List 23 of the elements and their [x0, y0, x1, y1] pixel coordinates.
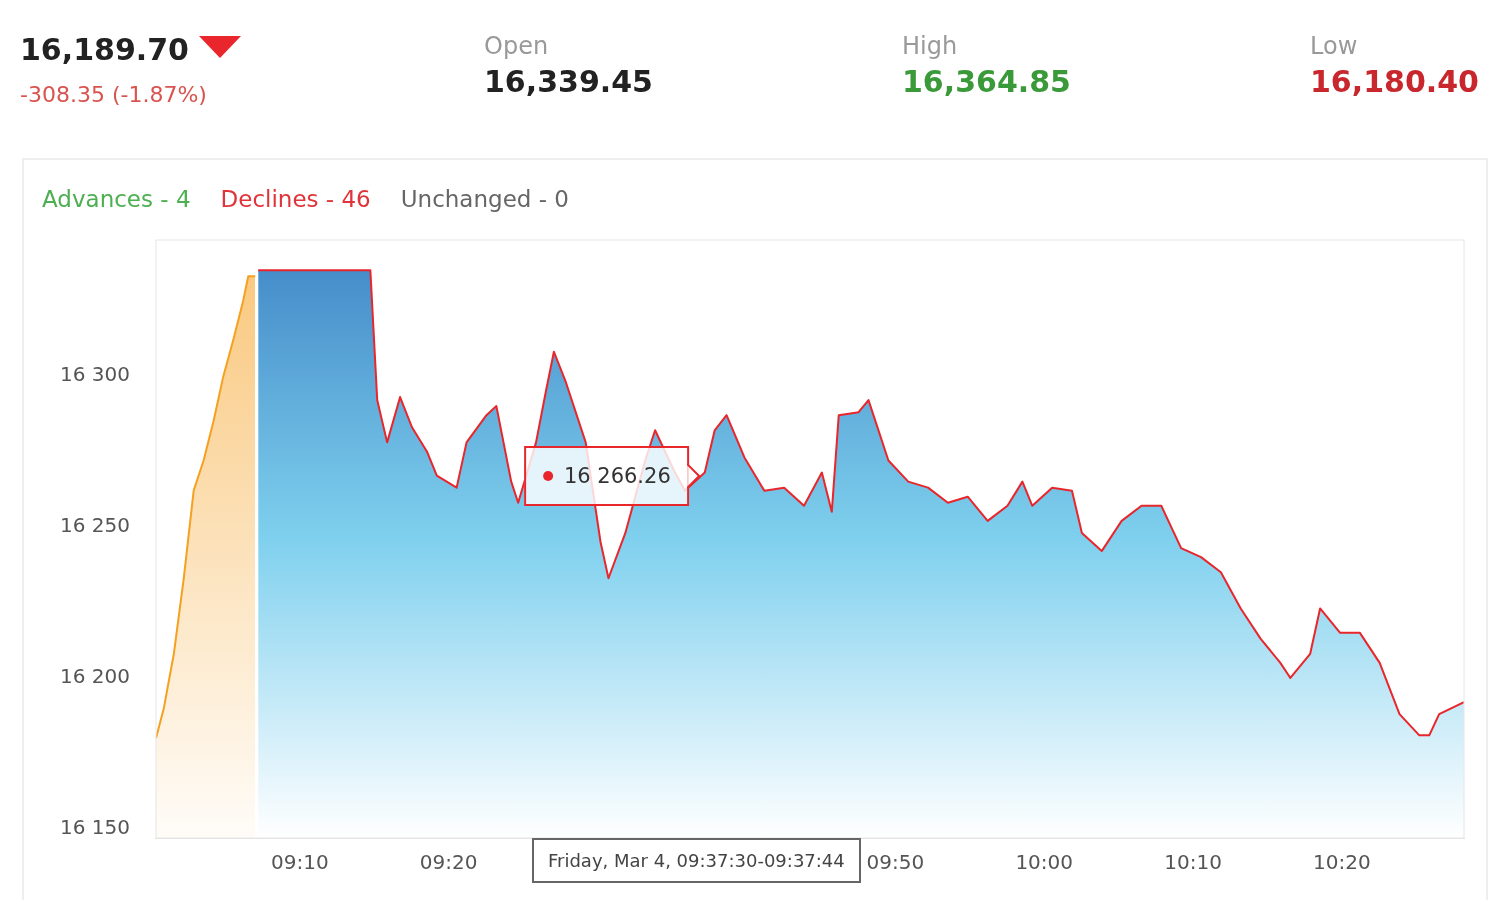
x-tick-label: 09:20 — [419, 850, 478, 875]
y-tick-label: 16 150 — [60, 815, 130, 840]
text: Open — [484, 32, 550, 60]
x-tick-label: 09:50 — [866, 850, 925, 875]
text: Declines - 46 — [220, 186, 371, 212]
text: 16,364.85 — [902, 64, 1071, 99]
text: Low — [1310, 32, 1359, 60]
y-tick-label: 16 200 — [60, 664, 130, 689]
text: Friday, Mar 4, 09:37:30-09:37:44 — [532, 838, 861, 883]
x-tick-label: 09:10 — [271, 850, 329, 875]
y-tick-label: 16 300 — [60, 362, 130, 387]
text: Advances - 4 — [42, 186, 191, 212]
x-tick-label: 10:00 — [1015, 850, 1074, 875]
chart-title: 16,189.70 — [20, 32, 189, 67]
x-tick-label: 10:10 — [1164, 850, 1222, 875]
x-tick-label: 10:20 — [1313, 850, 1371, 875]
text: Unchanged - 0 — [400, 186, 569, 212]
y-tick-label: 16 250 — [60, 513, 130, 538]
text: 16,339.45 — [484, 64, 653, 99]
annotation: 16 266.26 — [563, 463, 671, 488]
text: High — [902, 32, 959, 60]
chart-subtitle: -308.35 (-1.87%) — [20, 82, 207, 107]
text: 16,180.40 — [1310, 64, 1479, 99]
